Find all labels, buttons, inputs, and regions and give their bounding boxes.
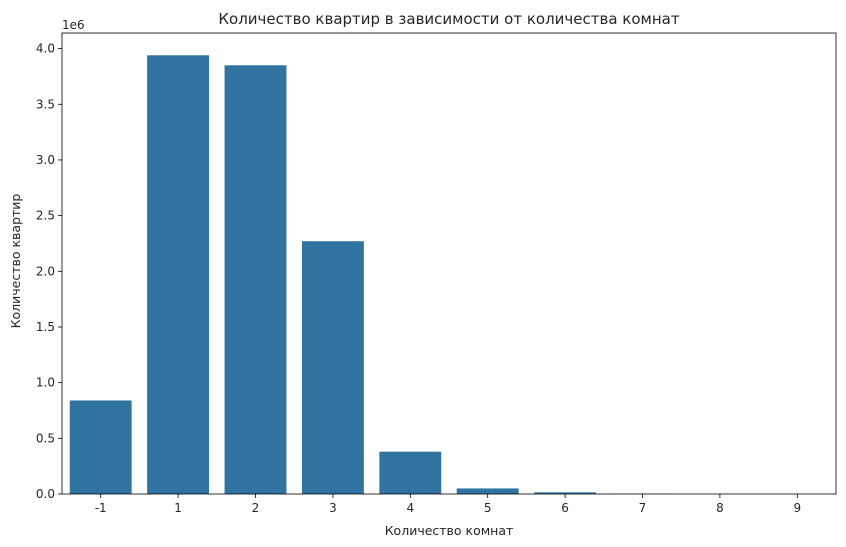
y-tick-label: 4.0 [36, 42, 55, 56]
plot-frame [61, 32, 837, 495]
bar-6 [534, 492, 597, 494]
x-tick-label: -1 [95, 501, 107, 515]
x-tick-label: 7 [639, 501, 647, 515]
y-tick-label: 0.0 [36, 487, 55, 501]
y-tick-label: 3.5 [36, 97, 55, 111]
y-tick-label: 1.5 [36, 320, 55, 334]
bar--1 [69, 400, 132, 494]
y-tick-label: 0.5 [36, 431, 55, 445]
x-tick-label: 3 [329, 501, 337, 515]
plot-area: -1 1 2 3 4 5 6 7 8 9 0.0 0.5 1.0 1.5 2.0 2.5 3.0 3.5 4.0 [36, 32, 837, 515]
y-tick-label: 2.5 [36, 209, 55, 223]
bar-4 [379, 451, 442, 494]
x-tick-label: 6 [561, 501, 569, 515]
bar-3 [301, 241, 364, 494]
x-tick-label: 9 [793, 501, 801, 515]
bar-2 [224, 65, 287, 494]
x-tick-label: 4 [406, 501, 414, 515]
x-tick-label: 5 [484, 501, 492, 515]
x-tick-label: 8 [716, 501, 724, 515]
bar-1 [147, 55, 210, 494]
x-axis-label: Количество комнат [385, 523, 514, 538]
y-axis-offset-label: 1e6 [62, 18, 85, 32]
bar-5 [456, 488, 519, 494]
y-tick-label: 1.0 [36, 376, 55, 390]
y-tick-label: 2.0 [36, 264, 55, 278]
y-axis-label: Количество квартир [8, 194, 23, 329]
x-tick-label: 2 [252, 501, 260, 515]
chart-title: Количество квартир в зависимости от коли… [218, 10, 679, 28]
y-tick-label: 3.0 [36, 153, 55, 167]
x-tick-label: 1 [174, 501, 182, 515]
